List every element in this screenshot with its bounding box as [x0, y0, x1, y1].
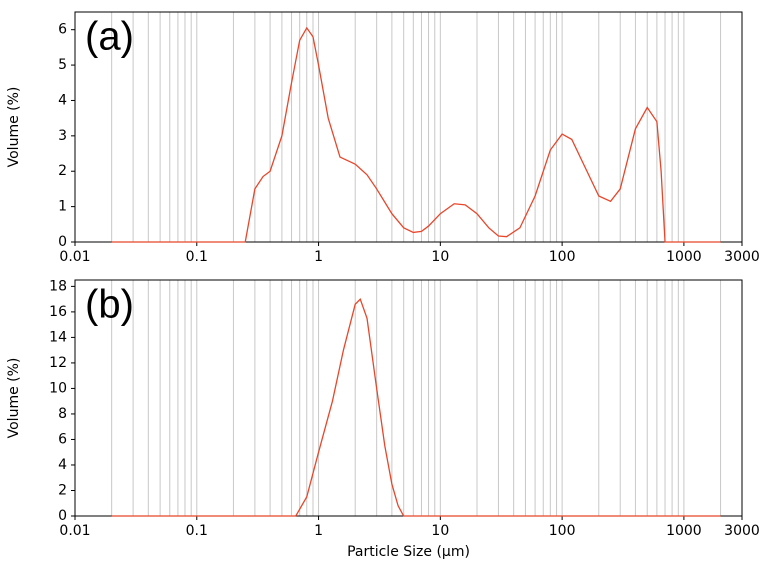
- y-tick-label: 10: [49, 380, 67, 396]
- y-tick-label: 2: [58, 482, 67, 498]
- x-tick-label: 0.1: [186, 523, 208, 539]
- y-tick-label: 8: [58, 406, 67, 422]
- x-tick-label: 10: [431, 249, 449, 265]
- x-tick-label: 3000: [724, 249, 760, 265]
- y-tick-label: 0: [58, 234, 67, 250]
- y-tick-label: 2: [58, 163, 67, 179]
- panel-label: (b): [85, 283, 134, 327]
- x-tick-label: 100: [549, 249, 576, 265]
- y-tick-label: 0: [58, 508, 67, 524]
- x-tick-label: 0.1: [186, 249, 208, 265]
- y-tick-label: 4: [58, 457, 67, 473]
- y-tick-label: 14: [49, 329, 67, 345]
- x-tick-label: 100: [549, 523, 576, 539]
- x-tick-label: 3000: [724, 523, 760, 539]
- y-tick-label: 6: [58, 22, 67, 38]
- x-tick-label: 1: [314, 523, 323, 539]
- data-line: [111, 297, 721, 517]
- y-tick-label: 4: [58, 92, 67, 108]
- x-tick-label: 0.01: [59, 249, 90, 265]
- data-line: [111, 26, 721, 243]
- x-tick-label: 1000: [666, 249, 702, 265]
- x-tick-label: 10: [431, 523, 449, 539]
- x-tick-label: 1: [314, 249, 323, 265]
- y-tick-label: 5: [58, 57, 67, 73]
- plot-area: [75, 280, 742, 516]
- plot-area: [75, 12, 742, 242]
- y-tick-label: 3: [58, 128, 67, 144]
- y-axis-label: Volume (%): [6, 358, 22, 439]
- x-tick-label: 1000: [666, 523, 702, 539]
- x-tick-label: 0.01: [59, 523, 90, 539]
- y-tick-label: 18: [49, 278, 67, 294]
- y-axis-label: Volume (%): [6, 87, 22, 168]
- y-tick-label: 16: [49, 304, 67, 320]
- y-tick-label: 12: [49, 355, 67, 371]
- plot-frame: [74, 11, 743, 243]
- y-tick-label: 6: [58, 431, 67, 447]
- panel-label: (a): [85, 15, 134, 59]
- y-tick-label: 1: [58, 199, 67, 215]
- x-axis-label: Particle Size (µm): [347, 544, 470, 560]
